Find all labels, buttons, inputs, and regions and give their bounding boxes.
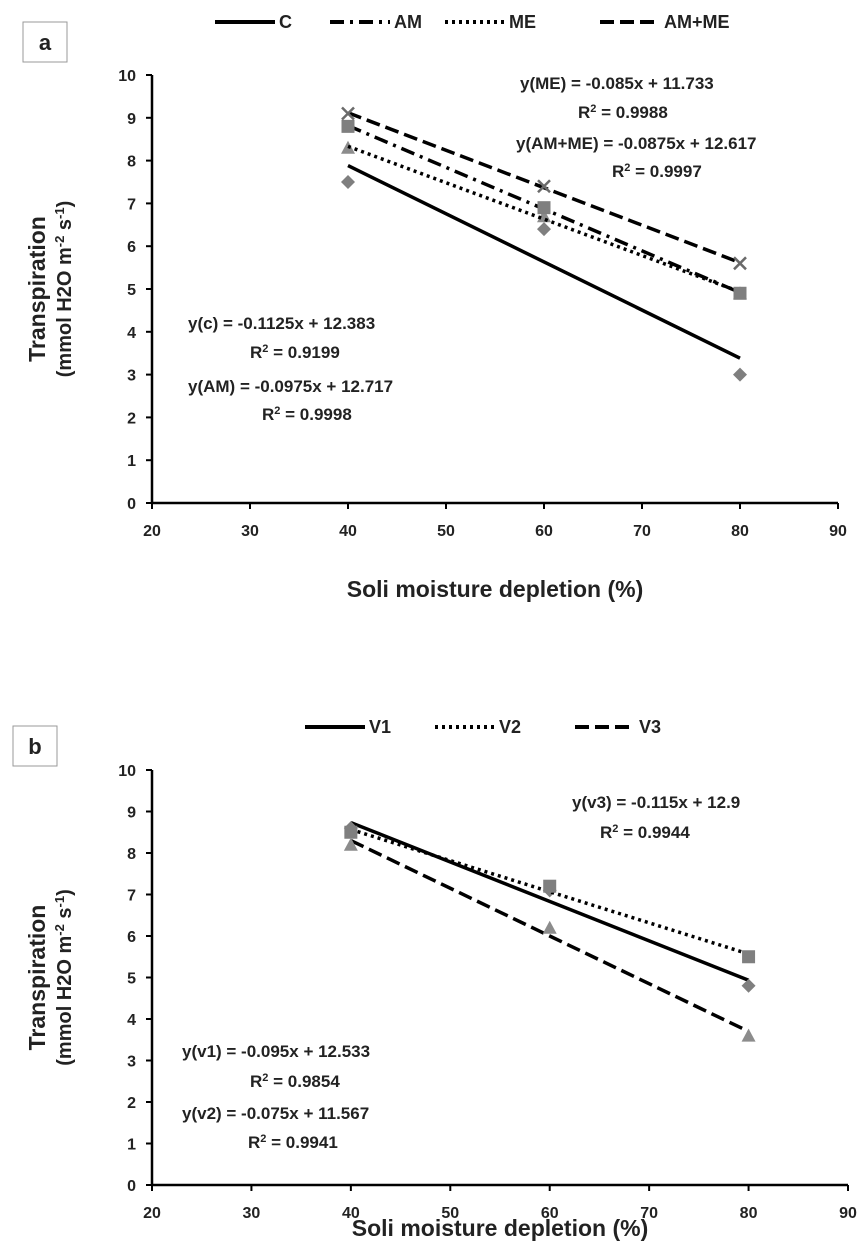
chart-panel-b: b 0 1 2 3 4 5 6 7 8 9 10 20 30 40 50 60 70 80 90 Soli moistu…: [12, 717, 857, 1241]
legend-label: AM: [394, 12, 422, 32]
legend-label: ME: [509, 12, 536, 32]
y-tick-label: 2: [127, 1095, 136, 1112]
trendline-c: [347, 164, 741, 360]
y-axis-label: Transpiration: [24, 216, 50, 362]
data-point-am-me: [341, 106, 355, 121]
data-point-v2: [742, 950, 756, 964]
y-tick-label: 8: [127, 154, 136, 171]
equation-label: y(c) = -0.1125x + 12.383: [188, 314, 375, 333]
legend-label: C: [279, 12, 292, 32]
x-tick-label: 70: [640, 1205, 658, 1222]
x-axis-label: Soli moisture depletion (%): [347, 576, 643, 602]
y-tick-label: 3: [127, 1054, 136, 1071]
data-point-v1: [741, 978, 756, 993]
r2-label: R2 = 0.9988: [578, 103, 668, 122]
legend-label: AM+ME: [664, 12, 730, 32]
x-tick-label: 90: [839, 1205, 857, 1222]
data-point-c: [341, 175, 355, 189]
data-point-me: [733, 286, 747, 300]
y-tick-label: 0: [127, 496, 136, 513]
data-point-v2: [344, 825, 358, 839]
y-tick-label: 2: [127, 410, 136, 427]
r2-label: R2 = 0.9854: [250, 1072, 340, 1091]
x-tick-label: 50: [441, 1205, 459, 1222]
legend-label: V2: [499, 717, 521, 737]
panel-label-box: [12, 725, 58, 767]
x-tick-label: 40: [339, 523, 357, 540]
equation-label: y(AM+ME) = -0.0875x + 12.617: [516, 134, 757, 153]
y-tick-label: 10: [118, 68, 136, 85]
chart-panel-a: a 0 1 2 3 4 5 6 7 8 9 10 20 30 40 50 60 70 80 90 Soli moistu…: [22, 12, 847, 602]
y-tick-label: 6: [127, 239, 136, 256]
data-point-v3: [741, 1028, 756, 1042]
data-point-am-me: [733, 256, 747, 271]
data-point-v3: [343, 837, 358, 851]
equation-label: y(v2) = -0.075x + 11.567: [182, 1104, 369, 1123]
y-axis-label-units: (mmol H2O m-2 s-1): [52, 889, 77, 1066]
y-tick-label: 0: [127, 1178, 136, 1195]
x-tick-label: 20: [143, 1205, 161, 1222]
x-tick-label: 30: [243, 1205, 261, 1222]
data-point-v3: [542, 920, 557, 934]
y-axis-label: Transpiration: [24, 905, 50, 1051]
x-tick-label: 80: [740, 1205, 758, 1222]
data-point-v2: [543, 879, 557, 893]
equation-label: y(AM) = -0.0975x + 12.717: [188, 377, 393, 396]
r2-label: R2 = 0.9944: [600, 823, 690, 842]
legend-label: V1: [369, 717, 391, 737]
x-tick-label: 60: [535, 523, 553, 540]
y-tick-label: 7: [127, 196, 136, 213]
data-point-c: [537, 222, 551, 237]
x-tick-label: 70: [633, 523, 651, 540]
y-tick-label: 3: [127, 368, 136, 385]
y-tick-label: 5: [127, 971, 136, 988]
r2-label: R2 = 0.9997: [612, 162, 702, 181]
r2-label: R2 = 0.9199: [250, 343, 340, 362]
x-tick-label: 20: [143, 523, 161, 540]
y-tick-label: 10: [118, 763, 136, 780]
x-tick-label: 90: [829, 523, 847, 540]
data-point-c: [733, 367, 747, 382]
r2-label: R2 = 0.9998: [262, 405, 352, 424]
panel-label-box: [22, 21, 68, 63]
x-axis-label: Soli moisture depletion (%): [352, 1215, 648, 1241]
x-tick-label: 80: [731, 523, 749, 540]
x-tick-label: 60: [541, 1205, 559, 1222]
y-tick-label: 6: [127, 929, 136, 946]
y-tick-label: 4: [127, 1012, 136, 1029]
y-tick-label: 7: [127, 888, 136, 905]
y-tick-label: 1: [127, 453, 136, 470]
x-tick-label: 30: [241, 523, 259, 540]
data-point-am-me: [537, 179, 551, 194]
panel-label: b: [28, 734, 41, 759]
trendline-v1: [350, 820, 750, 982]
y-tick-label: 4: [127, 325, 136, 342]
legend-label: V3: [639, 717, 661, 737]
y-tick-label: 9: [127, 805, 136, 822]
y-tick-label: 9: [127, 111, 136, 128]
r2-label: R2 = 0.9941: [248, 1133, 338, 1152]
x-tick-label: 40: [342, 1205, 360, 1222]
equation-label: y(v3) = -0.115x + 12.9: [572, 793, 740, 812]
y-axis-label-units: (mmol H2O m-2 s-1): [52, 201, 77, 378]
x-tick-label: 50: [437, 523, 455, 540]
panel-label: a: [39, 30, 52, 55]
data-point-me: [341, 119, 355, 133]
equation-label: y(ME) = -0.085x + 11.733: [520, 74, 714, 93]
y-tick-label: 1: [127, 1137, 136, 1154]
y-tick-label: 5: [127, 282, 136, 299]
y-tick-label: 8: [127, 846, 136, 863]
trendline-v3: [350, 838, 750, 1034]
equation-label: y(v1) = -0.095x + 12.533: [182, 1042, 370, 1061]
data-point-me: [537, 201, 551, 215]
